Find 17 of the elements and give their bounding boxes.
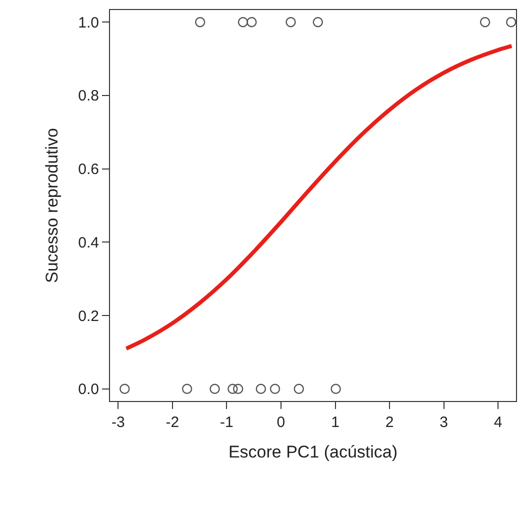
line-series: [124, 44, 514, 351]
x-tick-label: 4: [494, 414, 502, 431]
x-axis-title: Escore PC1 (acústica): [228, 442, 398, 462]
x-tick-label: 0: [276, 414, 286, 431]
y-tick-label: 0.0: [78, 381, 99, 398]
y-tick-label: 1.0: [78, 14, 99, 32]
x-tick-label: 3: [440, 414, 448, 431]
x-tick-label: -3: [111, 414, 125, 431]
x-tick-label: 1: [331, 414, 340, 431]
x-tick-label: -2: [166, 414, 180, 431]
x-tick-label: 2: [385, 414, 394, 431]
y-tick-label: 0.8: [78, 88, 99, 105]
y-tick-label: 0.4: [78, 234, 99, 252]
x-tick-label: -1: [220, 414, 234, 431]
y-tick-label: 0.6: [78, 161, 99, 178]
y-tick-label: 0.2: [78, 308, 99, 325]
y-axis-title: Sucesso reprodutivo: [42, 128, 62, 283]
